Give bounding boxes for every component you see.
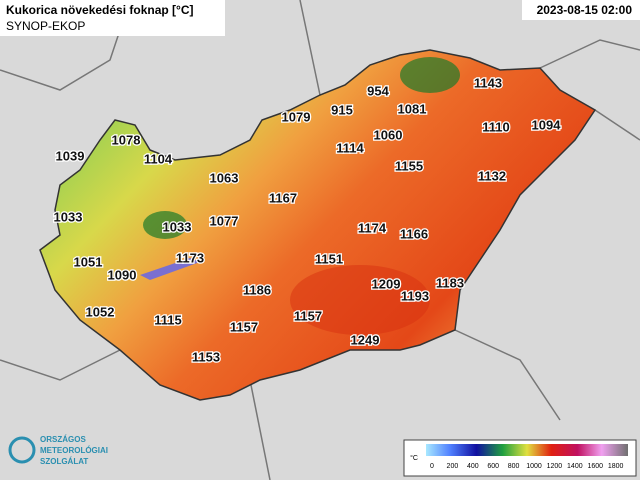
legend-tick-label: 600 <box>487 463 499 470</box>
station-value: 1157 <box>294 308 322 323</box>
station-value: 1157 <box>230 319 258 334</box>
station-value: 1060 <box>374 127 403 142</box>
station-value: 1033 <box>163 219 192 234</box>
station-value: 1104 <box>144 151 173 166</box>
station-value: 1143 <box>474 75 502 90</box>
station-value: 1039 <box>56 148 85 163</box>
station-value: 1110 <box>482 119 510 134</box>
station-value: 1249 <box>351 332 380 347</box>
highland <box>143 211 187 239</box>
station-value: 1155 <box>395 158 423 173</box>
station-value: 1151 <box>315 251 343 266</box>
country-heatmap <box>39 49 597 401</box>
station-value: 1077 <box>210 213 239 228</box>
logo-icon <box>8 436 36 464</box>
station-value: 1114 <box>336 140 364 155</box>
station-value: 1063 <box>210 170 239 185</box>
lake <box>140 258 200 280</box>
title: Kukorica növekedési foknap [°C] <box>6 3 194 17</box>
station-value: 915 <box>331 102 353 117</box>
station-value: 1090 <box>108 267 137 282</box>
header-box <box>0 0 225 36</box>
legend-tick-label: 800 <box>508 463 520 470</box>
station-value: 1209 <box>372 276 401 291</box>
legend-tick-label: 1600 <box>587 463 603 470</box>
station-value: 1186 <box>243 282 271 297</box>
station-value: 1078 <box>112 132 141 147</box>
station-value: 1166 <box>400 226 428 241</box>
logo-text: SZOLGÁLAT <box>40 457 88 466</box>
subtitle: SYNOP-EKOP <box>6 19 85 33</box>
station-value: 1132 <box>478 168 506 183</box>
legend-unit: °C <box>410 454 418 462</box>
station-value: 1183 <box>436 275 464 290</box>
station-value: 1051 <box>74 254 103 269</box>
station-value: 1081 <box>398 101 427 116</box>
station-value: 1173 <box>176 250 204 265</box>
legend-tick-label: 1400 <box>567 463 583 470</box>
legend-tick-label: 400 <box>467 463 479 470</box>
timestamp: 2023-08-15 02:00 <box>537 3 633 17</box>
timestamp-box <box>522 0 640 20</box>
station-value: 1174 <box>358 220 387 235</box>
legend-tick-label: 200 <box>447 463 459 470</box>
station-value: 1033 <box>54 209 83 224</box>
legend-tick-label: 1200 <box>547 463 563 470</box>
station-value: 954 <box>367 83 389 98</box>
legend-tick-label: 0 <box>430 463 434 470</box>
logo-text: ORSZÁGOS <box>40 435 86 444</box>
station-value: 1193 <box>401 288 429 303</box>
legend-tick-label: 1800 <box>608 463 624 470</box>
station-value: 1153 <box>192 349 220 364</box>
logo-text: METEOROLÓGIAI <box>40 446 108 455</box>
station-value: 1079 <box>282 109 311 124</box>
station-value: 1052 <box>86 304 115 319</box>
station-value: 1094 <box>532 117 562 132</box>
legend-tick-label: 1000 <box>526 463 542 470</box>
highland <box>400 57 460 93</box>
station-value: 1115 <box>154 312 182 327</box>
station-value: 1167 <box>269 190 297 205</box>
hot-area <box>290 265 430 335</box>
legend-colorbar <box>426 444 628 456</box>
